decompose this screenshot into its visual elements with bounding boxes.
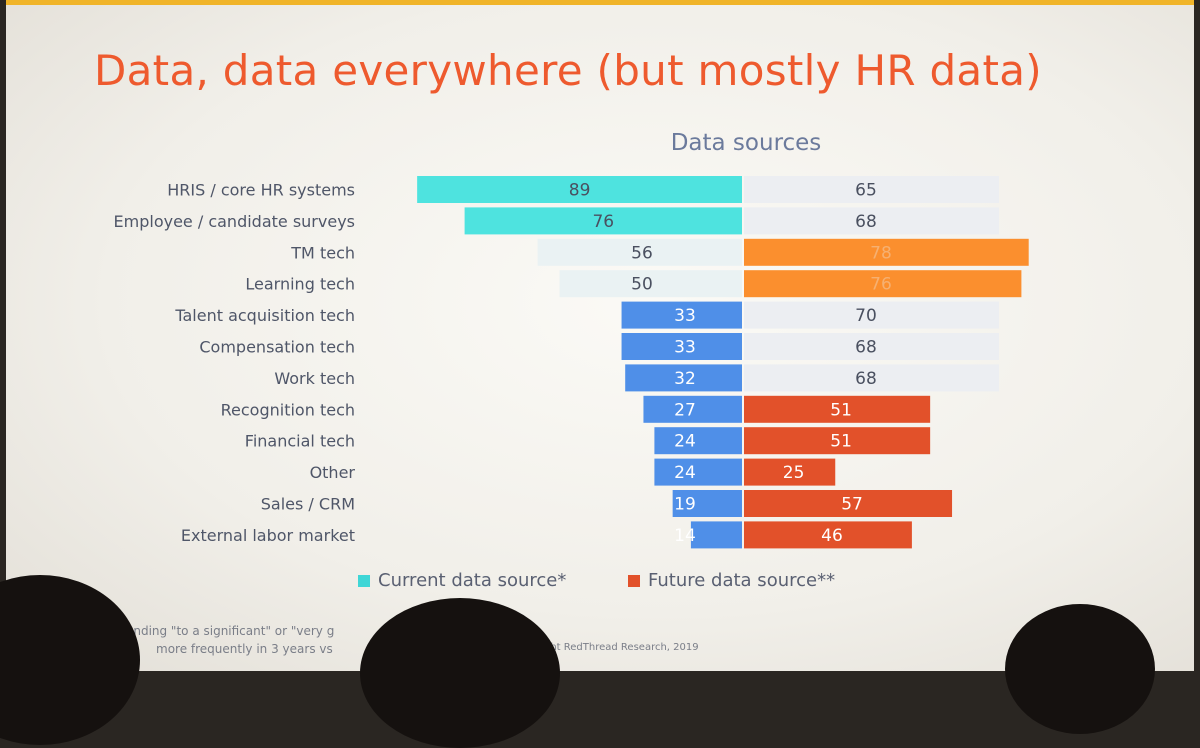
value-current-sales-crm: 19	[674, 495, 696, 515]
category-label-tm-tech: TM tech	[290, 243, 355, 262]
value-future-talent-acquisition-tech: 70	[855, 306, 877, 326]
bar-current-talent-acquisition-tech	[621, 301, 742, 329]
bar-future-work-tech	[744, 364, 999, 392]
value-current-talent-acquisition-tech: 33	[674, 306, 696, 326]
value-future-other: 25	[783, 463, 805, 483]
bar-current-hris-core-hr-systems	[417, 176, 742, 203]
footnote-line-1: onding "to a significant" or "very g	[126, 624, 335, 638]
value-current-other: 24	[674, 463, 696, 483]
category-label-work-tech: Work tech	[274, 369, 355, 388]
legend-future-label: Future data source**	[648, 570, 836, 591]
bar-current-financial-tech	[654, 427, 742, 455]
bar-future-compensation-tech	[744, 333, 999, 360]
bar-future-recognition-tech	[744, 395, 931, 423]
bar-current-learning-tech	[559, 270, 742, 298]
bar-current-work-tech	[625, 364, 742, 392]
bar-current-external-labor-market	[690, 521, 742, 549]
value-current-tm-tech: 56	[631, 243, 653, 263]
chart-area: HRIS / core HR systems 89 65 Employee / can…	[114, 176, 1029, 549]
audience-head-right	[1005, 604, 1155, 734]
value-current-external-labor-market: 14	[674, 526, 696, 546]
legend-current: Current data source*	[358, 570, 566, 591]
legend-current-label: Current data source*	[378, 570, 567, 591]
category-label-employee-candidate-surveys: Employee / candidate surveys	[114, 212, 355, 231]
value-future-recognition-tech: 51	[830, 400, 852, 420]
bar-future-talent-acquisition-tech	[744, 301, 999, 329]
value-future-learning-tech: 76	[870, 275, 892, 295]
bar-future-financial-tech	[744, 427, 931, 455]
value-future-work-tech: 68	[855, 369, 877, 389]
bar-future-learning-tech	[744, 270, 1022, 298]
bar-future-external-labor-market	[744, 521, 912, 549]
chart-subtitle: Data sources	[670, 130, 822, 156]
value-future-tm-tech: 78	[870, 243, 892, 263]
category-label-learning-tech: Learning tech	[245, 275, 355, 294]
value-future-employee-candidate-surveys: 68	[855, 212, 877, 232]
audience-head-center	[360, 598, 560, 748]
value-current-financial-tech: 24	[674, 432, 696, 452]
bar-current-recognition-tech	[643, 395, 742, 423]
value-current-work-tech: 32	[674, 369, 696, 389]
value-future-hris-core-hr-systems: 65	[855, 181, 877, 201]
bar-current-compensation-tech	[621, 333, 742, 360]
value-future-external-labor-market: 46	[821, 526, 843, 546]
value-current-recognition-tech: 27	[674, 400, 696, 420]
category-label-other: Other	[310, 463, 356, 482]
value-future-financial-tech: 51	[830, 432, 852, 452]
category-label-external-labor-market: External labor market	[181, 526, 355, 545]
slide: Data, data everywhere (but mostly HR dat…	[6, 0, 1194, 671]
bar-future-employee-candidate-surveys	[744, 207, 999, 235]
bar-current-other	[654, 458, 742, 486]
value-current-learning-tech: 50	[631, 275, 653, 295]
bar-current-sales-crm	[672, 490, 742, 517]
bar-future-sales-crm	[744, 490, 953, 517]
top-accent-bar	[6, 0, 1194, 5]
value-future-sales-crm: 57	[841, 495, 863, 515]
value-current-employee-candidate-surveys: 76	[592, 212, 614, 232]
slide-title: Data, data everywhere (but mostly HR dat…	[94, 46, 1042, 95]
category-label-sales-crm: Sales / CRM	[261, 495, 355, 514]
legend-future: Future data source**	[628, 570, 835, 591]
category-label-hris-core-hr-systems: HRIS / core HR systems	[167, 181, 355, 200]
category-label-recognition-tech: Recognition tech	[221, 400, 355, 419]
category-label-compensation-tech: Compensation tech	[199, 338, 355, 357]
footnote-line-2: more frequently in 3 years vs	[156, 642, 333, 656]
value-current-hris-core-hr-systems: 89	[569, 181, 591, 201]
legend-future-swatch	[628, 574, 640, 587]
category-label-financial-tech: Financial tech	[245, 432, 355, 451]
legend-current-swatch	[358, 574, 370, 587]
bar-current-employee-candidate-surveys	[464, 207, 742, 235]
bar-future-tm-tech	[744, 238, 1029, 266]
value-future-compensation-tech: 68	[855, 338, 877, 358]
bar-current-tm-tech	[537, 238, 742, 266]
category-label-talent-acquisition-tech: Talent acquisition tech	[174, 306, 355, 325]
value-current-compensation-tech: 33	[674, 338, 696, 358]
source-credit: ght RedThread Research, 2019	[544, 642, 699, 653]
bar-future-other	[744, 458, 836, 486]
bar-future-hris-core-hr-systems	[744, 176, 999, 203]
